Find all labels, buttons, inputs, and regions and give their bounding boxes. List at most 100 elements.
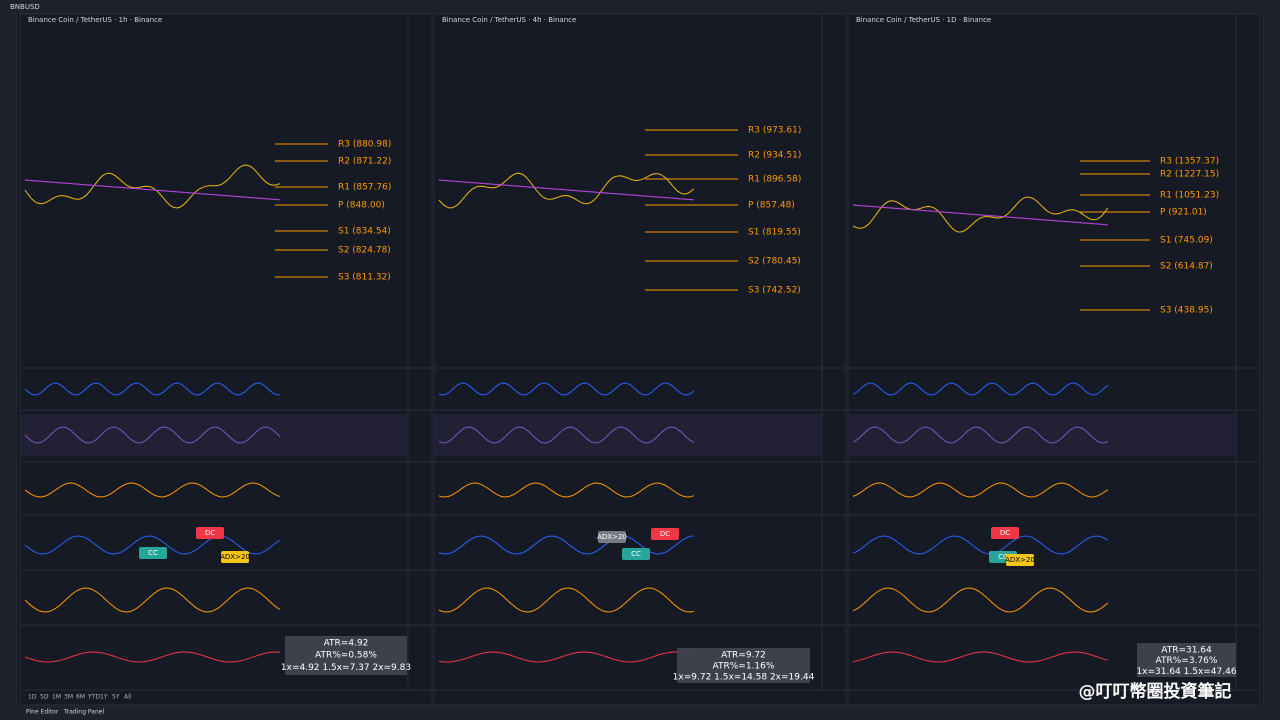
atr-text: ATR%=3.76% — [1156, 656, 1218, 666]
atr-text: 1x=9.72 1.5x=14.58 2x=19.44 — [673, 672, 815, 682]
pivot-label: R2 (1227.15) — [1160, 170, 1219, 180]
pivot-label: S1 (819.55) — [748, 228, 801, 238]
panel-title: Binance Coin / TetherUS · 1D · Binance — [856, 16, 991, 24]
signal-badge — [651, 528, 679, 540]
range-button[interactable]: 1D — [28, 694, 37, 701]
indicator-line — [438, 587, 694, 613]
pivot-label: R1 (896.58) — [748, 175, 801, 185]
range-button[interactable]: YTD — [87, 694, 100, 701]
indicator-line — [24, 426, 281, 444]
pivot-label: R2 (871.22) — [338, 157, 391, 167]
symbol[interactable]: BNBUSD — [10, 3, 40, 11]
signal-badge — [221, 551, 249, 563]
price-line — [24, 164, 280, 209]
pivot-label: P (857.48) — [748, 201, 795, 211]
moving-average — [438, 179, 694, 201]
indicator-line — [852, 535, 1109, 555]
range-button[interactable]: 1M — [52, 694, 61, 701]
signal-label: ADX>20 — [220, 553, 250, 561]
range-button[interactable]: 5Y — [112, 694, 120, 701]
pivot-label: S3 (742.52) — [748, 286, 801, 296]
pivot-label: R1 (1051.23) — [1160, 191, 1219, 201]
atr-text: ATR=9.72 — [721, 651, 766, 661]
atr-box — [1137, 643, 1236, 677]
signal-label: DC — [660, 530, 670, 538]
signal-label: CC — [148, 549, 158, 557]
signal-label: CC — [998, 553, 1008, 561]
chart-pane — [847, 13, 1261, 706]
atr-text: 1x=31.64 1.5x=47.46 — [1136, 667, 1236, 677]
signal-label: ADX>20 — [1005, 556, 1035, 564]
pivot-label: R3 (880.98) — [338, 140, 391, 150]
pivot-label: R3 (973.61) — [748, 126, 801, 136]
range-button[interactable]: 1Y — [100, 694, 108, 701]
pivot-label: P (848.00) — [338, 201, 385, 211]
pivot-label: R3 (1357.37) — [1160, 157, 1219, 167]
chart-pane — [433, 13, 847, 706]
indicator-line — [852, 382, 1109, 396]
rsi-band — [20, 414, 408, 456]
indicator-line — [438, 535, 694, 555]
left-toolbar — [0, 14, 18, 705]
indicator-line — [852, 482, 1109, 498]
range-button[interactable]: 6M — [76, 694, 85, 701]
indicator-line — [24, 587, 281, 613]
pivot-label: R2 (934.51) — [748, 151, 801, 161]
signal-label: DC — [1000, 529, 1010, 537]
atr-box — [677, 648, 810, 683]
right-toolbar — [1262, 14, 1280, 705]
atr-text: 1x=4.92 1.5x=7.37 2x=9.83 — [281, 663, 411, 673]
atr-text: ATR%=0.58% — [315, 651, 377, 661]
indicator-line — [852, 651, 1108, 663]
watermark: @叮叮幣圈投資筆記 — [1079, 681, 1232, 702]
indicator-line — [24, 535, 281, 555]
indicator-line — [438, 651, 694, 663]
range-button[interactable]: All — [124, 694, 132, 701]
pivot-label: S2 (824.78) — [338, 246, 391, 256]
rsi-band — [434, 414, 822, 456]
top-toolbar — [0, 0, 1280, 14]
pivot-label: S2 (780.45) — [748, 257, 801, 267]
signal-label: CC — [631, 550, 641, 558]
signal-badge — [991, 527, 1019, 539]
atr-text: ATR%=1.16% — [713, 661, 775, 671]
moving-average — [24, 179, 280, 201]
signal-badge — [196, 527, 224, 539]
panel-title: Binance Coin / TetherUS · 4h · Binance — [442, 16, 576, 24]
range-button[interactable]: 5D — [40, 694, 49, 701]
indicator-line — [852, 587, 1109, 613]
pivot-label: S1 (834.54) — [338, 227, 391, 237]
signal-label: DC — [205, 529, 215, 537]
indicator-line — [438, 426, 695, 444]
price-line — [852, 196, 1109, 233]
indicator-line — [438, 382, 695, 396]
atr-box — [285, 636, 407, 675]
signal-badge — [598, 531, 626, 543]
indicator-line — [24, 482, 280, 498]
pivot-label: S3 (811.32) — [338, 273, 391, 283]
bottom-tab[interactable]: Trading Panel — [63, 709, 104, 716]
indicator-line — [438, 482, 694, 498]
atr-text: ATR=31.64 — [1161, 646, 1212, 656]
panel-title: Binance Coin / TetherUS · 1h · Binance — [28, 16, 162, 24]
moving-average — [852, 204, 1108, 226]
pivot-label: P (921.01) — [1160, 208, 1207, 218]
bottom-bar — [0, 705, 1280, 720]
signal-badge — [1006, 554, 1034, 566]
indicator-line — [24, 651, 280, 663]
range-button[interactable]: 3M — [64, 694, 73, 701]
pivot-label: R1 (857.76) — [338, 183, 391, 193]
pivot-label: S1 (745.09) — [1160, 236, 1213, 246]
bottom-tab[interactable]: Pine Editor — [26, 709, 59, 716]
signal-label: ADX>20 — [597, 533, 627, 541]
indicator-line — [852, 426, 1108, 444]
pivot-label: S2 (614.87) — [1160, 262, 1213, 272]
pivot-label: S3 (438.95) — [1160, 306, 1213, 316]
signal-badge — [139, 547, 167, 559]
atr-text: ATR=4.92 — [324, 639, 369, 649]
price-line — [438, 172, 695, 209]
rsi-band — [848, 414, 1236, 456]
indicator-line — [24, 382, 280, 396]
signal-badge — [622, 548, 650, 560]
